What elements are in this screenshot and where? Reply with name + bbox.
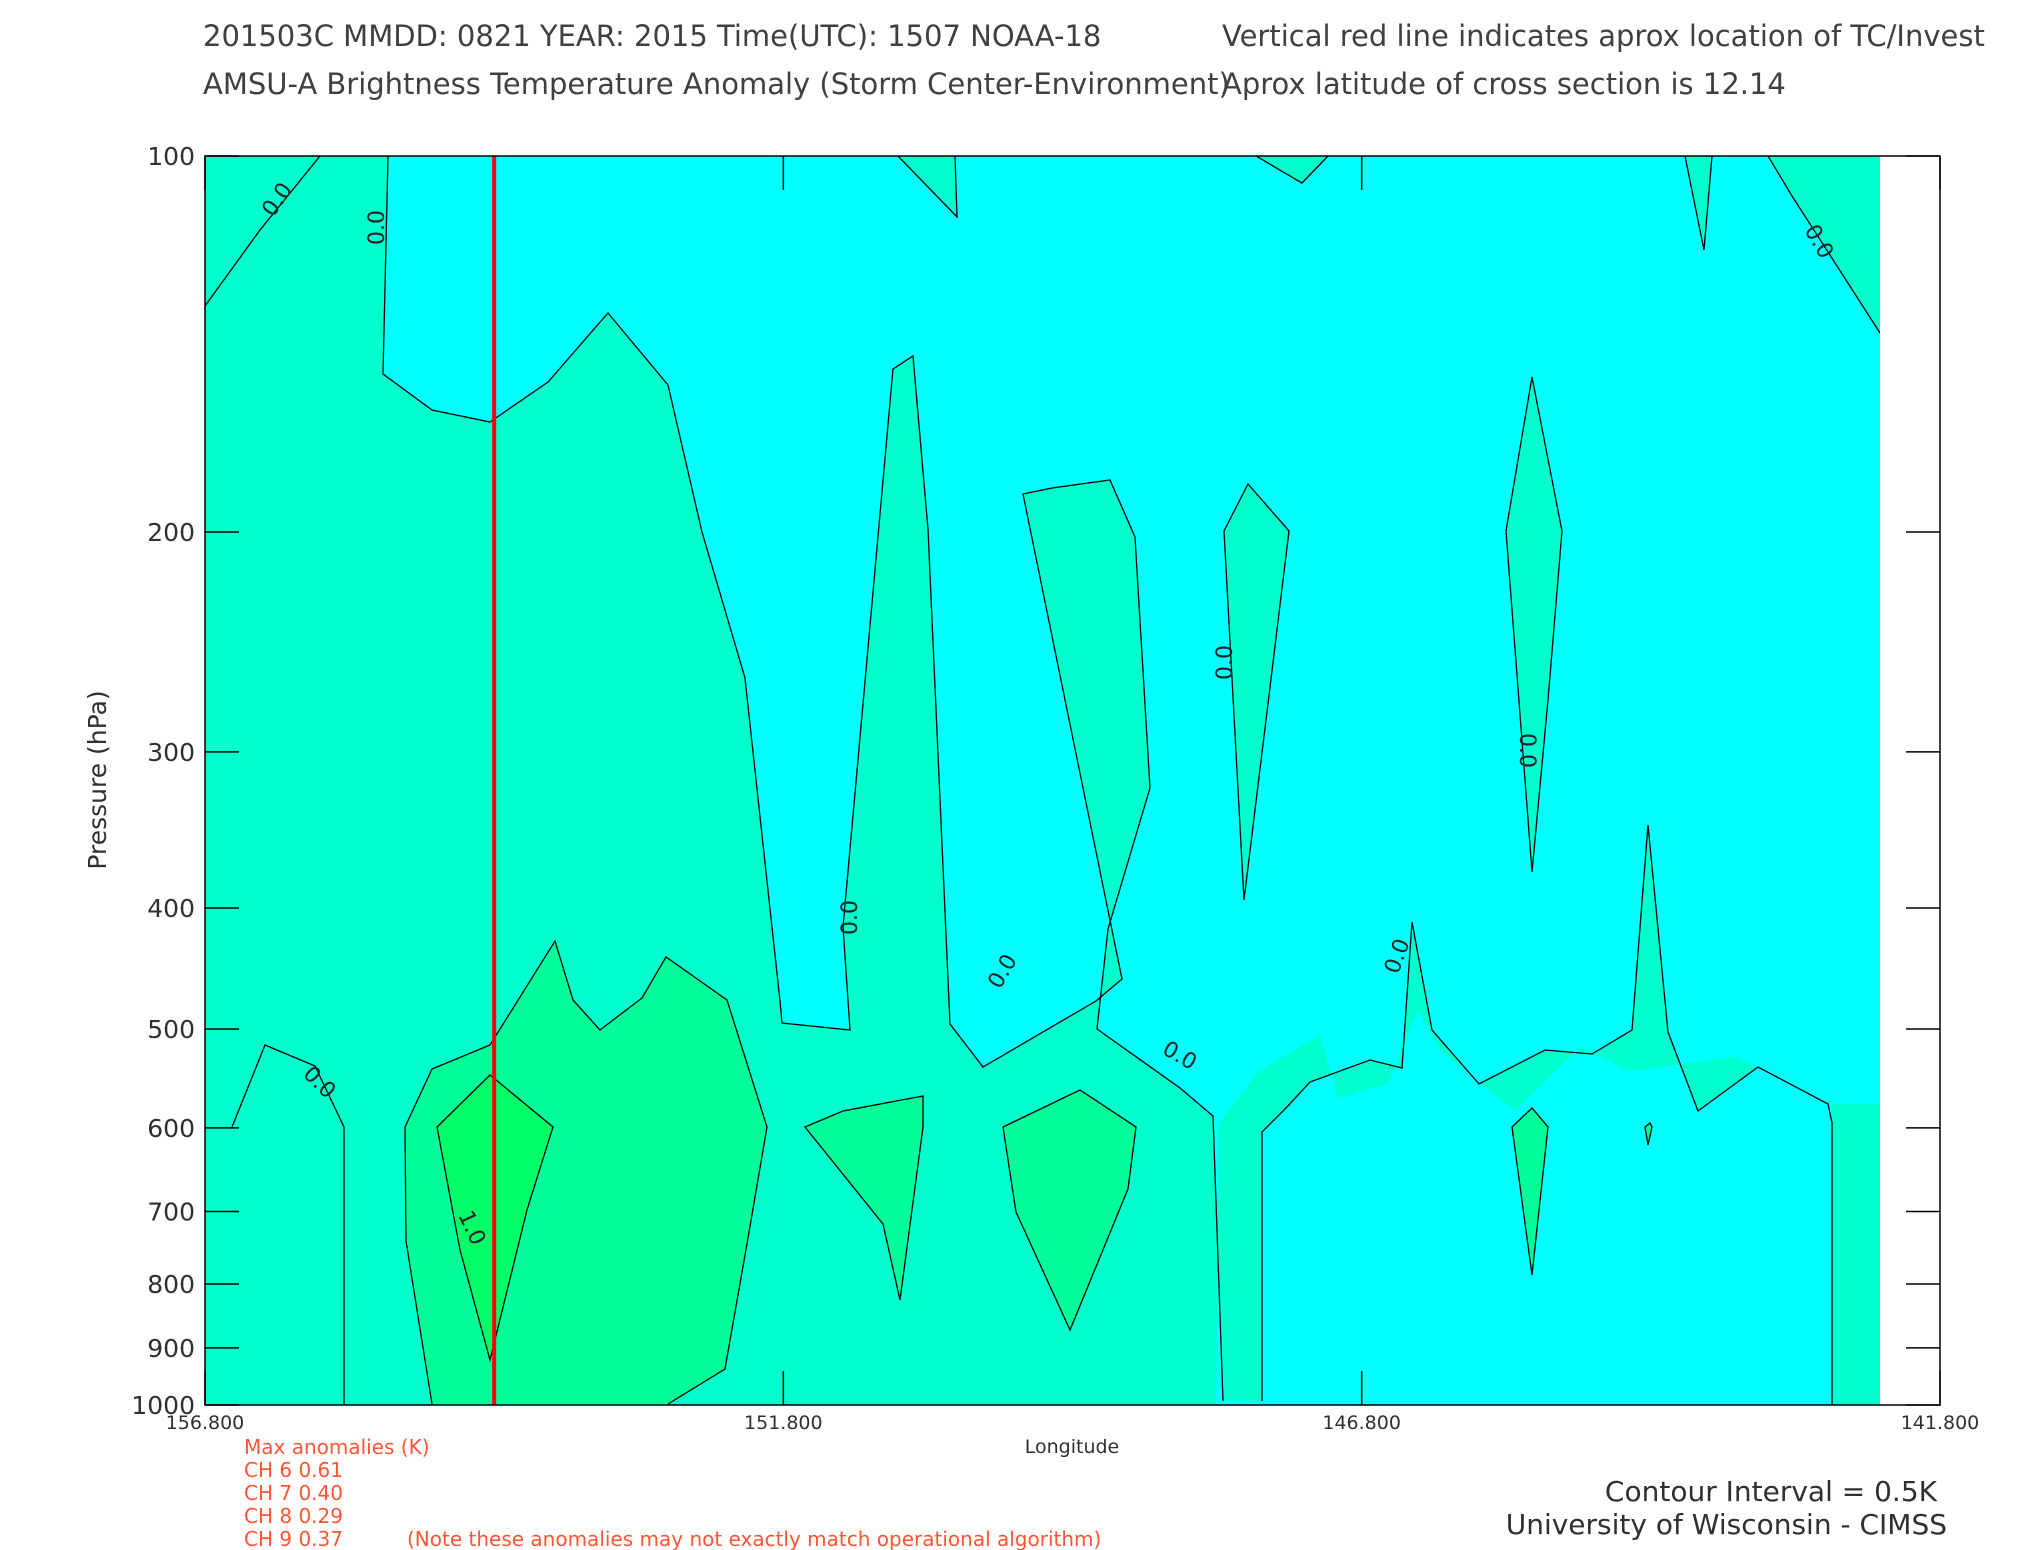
y-tick-label: 800 [147,1270,195,1299]
contour-line [1223,482,1290,901]
anomalies-title: Max anomalies (K) [244,1435,430,1459]
contour-region-spike-1246 [1224,484,1289,900]
contour-line [897,156,958,219]
credit: University of Wisconsin - CIMSS [1506,1508,1947,1541]
contour-region-0-5-d [1645,1123,1652,1145]
contour-label: 0.0 [838,900,863,935]
contour-line [1767,156,1880,334]
anomaly-row: CH 8 0.29 [244,1504,343,1528]
contour-line [1255,156,1329,184]
contour-line [382,156,1224,1402]
y-tick-label: 100 [147,142,195,171]
y-tick-label: 1000 [131,1391,195,1420]
x-tick-label: 141.800 [1901,1412,1980,1434]
contour-region-0-5-c [1512,1108,1548,1275]
contour-line [1002,1089,1137,1332]
contour-line [1511,1107,1549,1276]
plot-frame [204,155,1941,1406]
contour-line [1261,824,1833,1405]
contour-region-top-right-spike [1685,156,1712,250]
contour-line [803,1095,924,1301]
contour-label: 0.0 [1514,733,1539,768]
contour-label: 0.0 [1213,645,1238,680]
contour-line [404,939,768,1405]
contour-region-top-mid2 [1256,156,1328,183]
y-tick-label: 700 [147,1198,195,1227]
y-tick-label: 900 [147,1334,195,1363]
y-axis-label: Pressure (hPa) [83,690,112,869]
anomaly-row: CH 6 0.61 [244,1458,343,1482]
header-line1-right: Vertical red line indicates aprox locati… [1222,19,1985,53]
y-axis: 100 200 300 400 500 600 700 800 900 1000 [131,142,1940,1420]
contour-line [1505,376,1563,873]
contour-label: 0.0 [365,210,390,245]
contour-line [205,156,321,307]
contour-region-spike-1532 [1506,377,1562,872]
y-tick-label: 200 [147,518,195,547]
contour-interval: Contour Interval = 0.5K [1605,1475,1938,1508]
contour-line [404,1126,433,1405]
header-line2-right: Aprox latitude of cross section is 12.14 [1222,67,1786,101]
x-axis: 156.800 151.800 146.800 141.800 [166,156,1980,1434]
x-tick-label: 156.800 [166,1412,245,1434]
anomaly-row: CH 9 0.37 [244,1527,343,1550]
contour-field: 0.0 0.0 0.0 0.0 0.0 0.0 0.0 0.0 0.0 0.0 … [205,156,1940,1405]
x-tick-label: 151.800 [744,1412,823,1434]
header-line2-left: AMSU-A Brightness Temperature Anomaly (S… [203,67,1230,101]
y-tick-label: 300 [147,738,195,767]
x-tick-label: 146.800 [1322,1412,1401,1434]
contour-lines [205,156,1880,1405]
y-tick-label: 600 [147,1114,195,1143]
y-tick-label: 400 [147,894,195,923]
no-data-strip [1880,156,1940,1405]
contour-line [436,1074,554,1363]
contour-region-top-left [205,156,320,306]
contour-region-0-5-b [1003,1090,1136,1330]
header-line1-left: 201503C MMDD: 0821 YEAR: 2015 Time(UTC):… [203,19,1101,53]
anomalies-note: (Note these anomalies may not exactly ma… [407,1527,1101,1550]
contour-line [231,1044,345,1405]
contour-line [1684,156,1713,251]
contour-line [1644,1121,1653,1146]
contour-region-0-5-a [805,1096,923,1300]
y-tick-label: 500 [147,1015,195,1044]
x-axis-label: Longitude [1025,1436,1120,1458]
anomaly-row: CH 7 0.40 [244,1481,343,1505]
